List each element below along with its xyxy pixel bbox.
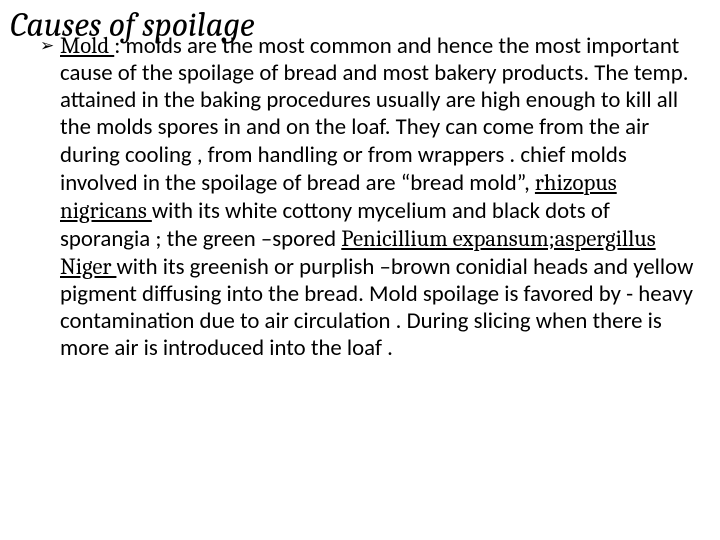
- body-content: ➢ Mold : molds are the most common and h…: [10, 32, 702, 363]
- term-mold: Mold: [60, 32, 114, 59]
- term-niger: Niger: [60, 253, 116, 280]
- slide: Causes of spoilage ➢ Mold : molds are th…: [0, 0, 720, 540]
- bullet-item: ➢ Mold : molds are the most common and h…: [40, 32, 702, 363]
- paragraph-text: Mold : molds are the most common and hen…: [60, 32, 702, 363]
- text-seg-3: with its greenish or purplish –brown con…: [60, 253, 693, 362]
- bullet-arrow-icon: ➢: [40, 32, 60, 60]
- term-penicillium: Penicillium expansum;aspergillus: [341, 225, 655, 252]
